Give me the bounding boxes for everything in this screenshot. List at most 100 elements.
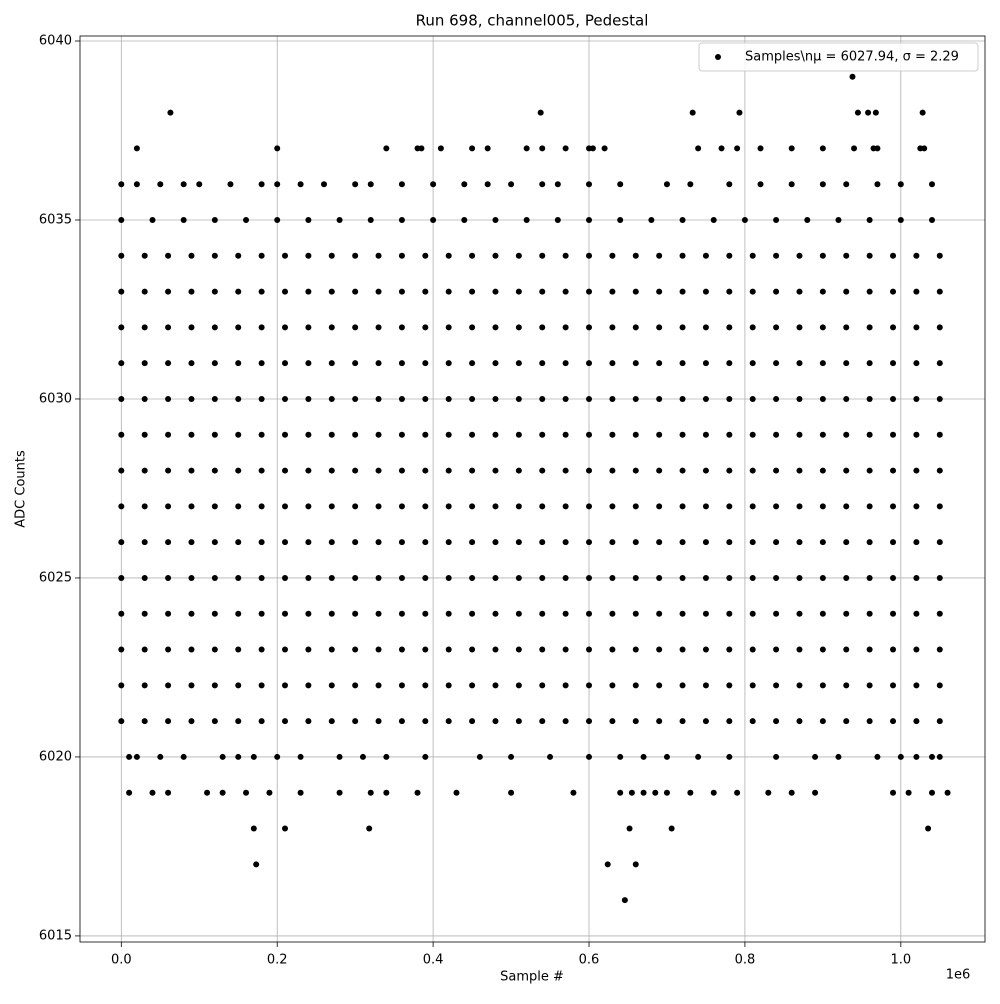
data-point	[604, 861, 611, 868]
data-point	[188, 360, 195, 367]
data-point	[843, 360, 850, 367]
data-point	[118, 574, 125, 581]
data-point	[258, 181, 265, 188]
data-point	[936, 646, 943, 653]
data-point	[617, 181, 624, 188]
data-point	[656, 718, 663, 725]
data-point	[539, 431, 546, 438]
data-point	[656, 324, 663, 331]
data-point	[445, 288, 452, 295]
data-point	[258, 718, 265, 725]
data-point	[586, 574, 593, 581]
data-point	[913, 503, 920, 510]
data-point	[586, 360, 593, 367]
data-point	[398, 360, 405, 367]
data-point	[118, 610, 125, 617]
data-point	[453, 789, 460, 796]
data-point	[204, 789, 211, 796]
data-point	[375, 718, 382, 725]
data-point	[305, 216, 312, 223]
data-point	[165, 360, 172, 367]
legend: Samples\nμ = 6027.94, σ = 2.29	[698, 42, 979, 72]
data-point	[165, 503, 172, 510]
data-point	[211, 360, 218, 367]
data-point	[843, 288, 850, 295]
data-point	[352, 503, 359, 510]
data-point	[539, 718, 546, 725]
data-point	[282, 503, 289, 510]
data-point	[936, 682, 943, 689]
data-point	[539, 360, 546, 367]
data-point	[352, 360, 359, 367]
data-point	[445, 503, 452, 510]
data-point	[422, 503, 429, 510]
data-point	[554, 216, 561, 223]
data-point	[258, 395, 265, 402]
data-point	[515, 718, 522, 725]
data-point	[352, 395, 359, 402]
data-point	[141, 431, 148, 438]
data-point	[243, 216, 250, 223]
data-point	[211, 503, 218, 510]
data-point	[734, 145, 741, 152]
data-point	[632, 861, 639, 868]
data-point	[266, 789, 273, 796]
data-point	[328, 431, 335, 438]
data-point	[235, 539, 242, 546]
data-point	[118, 252, 125, 259]
data-point	[258, 360, 265, 367]
data-point	[305, 503, 312, 510]
data-point	[726, 431, 733, 438]
data-point	[773, 360, 780, 367]
data-point	[819, 288, 826, 295]
data-point	[562, 682, 569, 689]
data-point	[773, 646, 780, 653]
data-point	[589, 145, 596, 152]
data-point	[652, 789, 659, 796]
data-point	[211, 216, 218, 223]
data-point	[843, 574, 850, 581]
data-point	[773, 431, 780, 438]
data-point	[188, 718, 195, 725]
data-point	[141, 503, 148, 510]
data-point	[936, 718, 943, 725]
data-point	[749, 610, 756, 617]
data-point	[211, 610, 218, 617]
data-point	[539, 145, 546, 152]
data-point	[866, 574, 873, 581]
data-point	[890, 646, 897, 653]
data-point	[819, 503, 826, 510]
data-point	[609, 539, 616, 546]
data-point	[180, 216, 187, 223]
data-point	[469, 718, 476, 725]
data-point	[854, 109, 861, 116]
data-point	[726, 324, 733, 331]
data-point	[398, 539, 405, 546]
data-point	[913, 288, 920, 295]
data-point	[414, 789, 421, 796]
x-tick-label: 0.8	[735, 953, 756, 968]
data-point	[398, 646, 405, 653]
data-point	[422, 288, 429, 295]
data-point	[663, 753, 670, 760]
data-point	[640, 753, 647, 760]
data-point	[398, 682, 405, 689]
data-point	[773, 610, 780, 617]
data-point	[297, 181, 304, 188]
data-point	[632, 431, 639, 438]
data-point	[118, 539, 125, 546]
data-point	[352, 718, 359, 725]
legend-marker	[715, 54, 721, 60]
data-point	[375, 610, 382, 617]
data-point	[554, 181, 561, 188]
data-point	[936, 610, 943, 617]
plot-frame	[79, 35, 986, 943]
data-point	[141, 395, 148, 402]
data-point	[126, 753, 133, 760]
data-point	[258, 682, 265, 689]
data-point	[656, 252, 663, 259]
data-point	[492, 288, 499, 295]
data-point	[866, 360, 873, 367]
data-point	[188, 324, 195, 331]
